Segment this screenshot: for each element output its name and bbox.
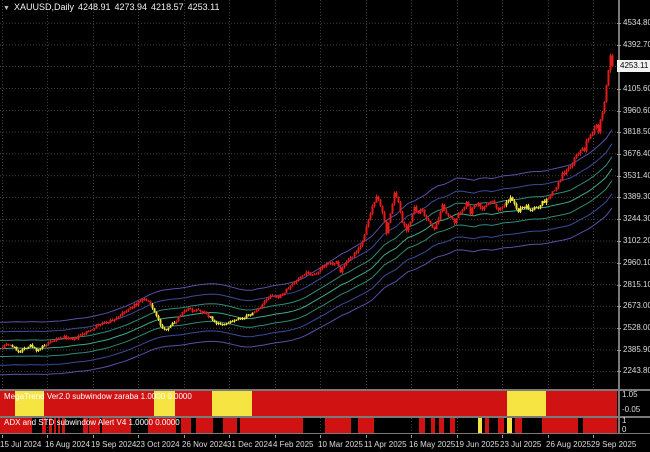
price-axis-label: 4392.70 — [623, 39, 650, 49]
date-axis-label: 23 Oct 2024 — [136, 440, 180, 449]
price-axis-label: 2243.80 — [623, 366, 650, 376]
price-axis-tick — [617, 349, 621, 351]
adx-std-subwindow-pane[interactable] — [0, 418, 650, 433]
time-axis-tick — [229, 435, 230, 438]
time-axis-tick — [548, 435, 549, 438]
time-axis-tick — [184, 435, 185, 438]
time-axis-tick — [138, 435, 139, 438]
symbol-timeframe-label: XAUUSD,Daily — [13, 2, 74, 12]
price-axis-label: 4534.80 — [623, 18, 650, 28]
price-axis-label: 2960.10 — [623, 257, 650, 267]
date-axis-label: 11 Apr 2025 — [364, 440, 407, 449]
price-axis-tick — [617, 88, 621, 90]
price-axis-tick — [617, 328, 621, 330]
price-axis-tick — [617, 371, 621, 373]
ohlc-low-value: 4218.57 — [151, 2, 184, 12]
adx-std-indicator-label: ADX and STD subwindow Alert V4 1.0000 0.… — [4, 418, 180, 427]
time-axis-tick — [47, 435, 48, 438]
price-axis-tick — [617, 241, 621, 243]
date-axis-label: 15 Jul 2024 — [0, 440, 42, 449]
subwindow1-separator[interactable] — [0, 389, 650, 391]
date-axis-label: 16 Aug 2024 — [45, 440, 90, 449]
date-axis-label: 10 Mar 2025 — [318, 440, 363, 449]
time-axis-tick — [320, 435, 321, 438]
megatrend-scale-bottom: -0.05 — [622, 405, 641, 414]
ohlc-high-value: 4273.94 — [114, 2, 148, 12]
price-axis-tick — [617, 153, 621, 155]
price-axis-label: 2528.00 — [623, 323, 650, 333]
price-axis-label: 4105.60 — [623, 83, 650, 93]
price-axis-tick — [617, 197, 621, 199]
current-price-box: 4253.11 — [617, 60, 650, 72]
price-axis-tick — [617, 219, 621, 221]
price-axis-label: 3102.20 — [623, 236, 650, 246]
chart-title: ▼ XAUUSD,Daily 4248.91 4273.94 4218.57 4253.1… — [3, 2, 223, 12]
megatrend-subwindow-pane[interactable] — [0, 391, 650, 416]
price-axis-label: 3244.30 — [623, 214, 650, 224]
price-axis-label: 3818.50 — [623, 127, 650, 137]
price-axis-tick — [617, 306, 621, 308]
time-axis[interactable]: 15 Jul 2024 16 Aug 2024 19 Sep 2024 23 Oct … — [0, 434, 650, 452]
price-axis-tick — [617, 23, 621, 25]
price-axis-tick — [617, 262, 621, 264]
time-axis-tick — [93, 435, 94, 438]
date-axis-label: 19 Jun 2025 — [455, 440, 500, 449]
date-axis-label: 23 Jul 2025 — [500, 440, 542, 449]
subwindow2-separator[interactable] — [0, 416, 650, 418]
time-axis-tick — [593, 435, 594, 438]
date-axis-label: 29 Sep 2025 — [591, 440, 637, 449]
price-axis-tick — [617, 175, 621, 177]
price-axis-tick — [617, 132, 621, 134]
price-axis-tick — [617, 110, 621, 112]
ohlc-open-value: 4248.91 — [77, 2, 111, 12]
symbol-dropdown-icon[interactable]: ▼ — [3, 5, 10, 12]
date-axis-label: 19 Sep 2024 — [91, 440, 137, 449]
megatrend-indicator-label: MegaTrend Ver2.0 subwindow zaraba 1.0000… — [4, 392, 192, 401]
time-axis-tick — [502, 435, 503, 438]
time-axis-tick — [2, 435, 3, 438]
ohlc-close-value: 4253.11 — [187, 2, 220, 12]
price-axis-label: 2815.10 — [623, 279, 650, 289]
price-axis-line — [618, 0, 620, 434]
date-axis-label: 31 Dec 2024 — [227, 440, 273, 449]
price-axis-label: 2673.00 — [623, 301, 650, 311]
date-axis-label: 26 Aug 2025 — [546, 440, 591, 449]
time-axis-tick — [366, 435, 367, 438]
price-axis-label: 3676.40 — [623, 148, 650, 158]
megatrend-scale-top: 1.05 — [622, 390, 638, 399]
date-axis-label: 16 May 2025 — [409, 440, 456, 449]
price-axis-tick — [617, 284, 621, 286]
adx-scale-bottom: 0 — [622, 425, 627, 434]
time-axis-tick — [457, 435, 458, 438]
price-axis-label: 2385.90 — [623, 344, 650, 354]
price-axis-label: 3389.30 — [623, 192, 650, 202]
price-axis-label: 3531.40 — [623, 170, 650, 180]
time-axis-separator — [0, 433, 650, 434]
price-axis-tick — [617, 44, 621, 46]
date-axis-label: 26 Nov 2024 — [182, 440, 228, 449]
time-axis-tick — [275, 435, 276, 438]
adx-scale-top: 1 — [622, 416, 627, 425]
price-axis-label: 3960.60 — [623, 105, 650, 115]
price-chart-pane[interactable] — [0, 0, 650, 389]
time-axis-tick — [411, 435, 412, 438]
date-axis-label: 4 Feb 2025 — [273, 440, 314, 449]
